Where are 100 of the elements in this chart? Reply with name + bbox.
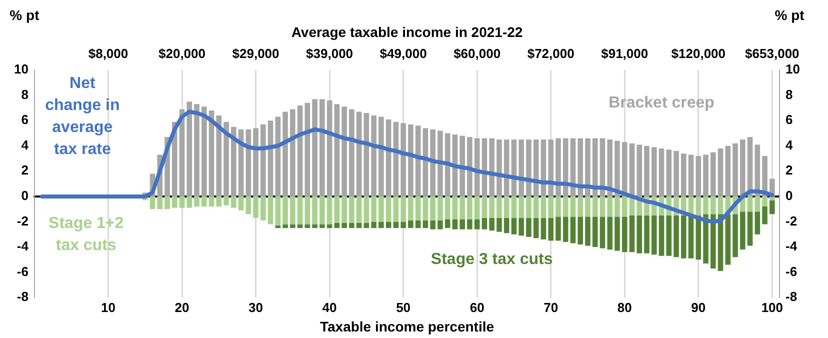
bar: [224, 196, 229, 206]
bar: [636, 144, 642, 196]
bar: [548, 140, 554, 196]
bar: [290, 196, 296, 224]
bar: [290, 224, 296, 228]
x-axis-title: Taxable income percentile: [320, 318, 494, 334]
bar: [194, 104, 200, 196]
x-tick-label: 20: [174, 300, 190, 315]
bar: [334, 104, 340, 196]
bar: [592, 196, 598, 217]
bar: [282, 196, 288, 224]
x-tick-label: 50: [396, 300, 411, 315]
series-label: Stage 3 tax cuts: [430, 251, 553, 268]
bar: [186, 102, 192, 196]
bar: [378, 222, 384, 228]
y2-tick-label: 0: [786, 188, 793, 204]
bar: [216, 196, 222, 207]
bar: [614, 216, 620, 251]
bar: [320, 224, 325, 228]
bar: [607, 140, 613, 196]
bar: [415, 196, 421, 220]
bar: [460, 219, 465, 230]
bar: [378, 116, 384, 196]
bar: [688, 215, 694, 258]
bar: [304, 102, 310, 196]
bar: [364, 112, 370, 196]
bar: [592, 216, 598, 248]
bar: [710, 196, 716, 214]
bar: [312, 99, 318, 196]
bar: [562, 138, 568, 196]
bar: [356, 223, 362, 228]
bar: [496, 140, 502, 196]
bar: [342, 106, 347, 196]
bar: [747, 212, 753, 246]
bar: [762, 196, 768, 207]
bar: [164, 196, 170, 210]
bar: [504, 196, 510, 218]
text: $39,000: [306, 46, 354, 61]
bar: [349, 109, 354, 196]
bar: [636, 215, 642, 254]
bar: [312, 224, 318, 228]
bar: [430, 220, 436, 230]
bar: [201, 106, 207, 196]
text: $91,000: [601, 46, 648, 61]
bar: [275, 226, 281, 228]
bar: [614, 140, 620, 196]
y2-tick-label: -8: [786, 289, 798, 304]
bar: [408, 220, 414, 228]
bar: [334, 196, 340, 223]
bar: [754, 212, 760, 234]
bar: [747, 196, 753, 212]
bar: [629, 215, 635, 252]
y-tick-label: 10: [14, 62, 28, 77]
bar: [334, 223, 340, 228]
text: $8,000: [88, 46, 128, 61]
y-tick-label: -8: [16, 289, 28, 304]
y2-axis-title: % pt: [774, 7, 805, 23]
y2-tick-label: 10: [786, 62, 800, 77]
bar: [342, 223, 347, 228]
bar: [585, 138, 590, 196]
bar: [356, 196, 362, 223]
bar: [489, 196, 494, 218]
bar: [556, 216, 561, 241]
bar: [696, 196, 702, 216]
y2-tick-label: 4: [786, 137, 794, 152]
bar: [651, 215, 657, 255]
x-tick-label: 70: [544, 300, 558, 315]
bar: [482, 218, 488, 230]
bar: [216, 116, 222, 196]
text: $20,000: [158, 46, 206, 61]
bar: [304, 196, 310, 224]
bar: [511, 196, 517, 218]
bar: [592, 138, 598, 196]
bar: [268, 196, 274, 224]
x-tick-label: 30: [248, 300, 264, 315]
bar: [556, 138, 561, 196]
y-tick-label: 6: [21, 112, 28, 128]
bar: [467, 137, 472, 196]
bar: [400, 196, 406, 222]
bar: [548, 196, 554, 218]
bar: [208, 196, 214, 207]
y-tick-label: -4: [16, 238, 30, 254]
bar: [260, 196, 266, 220]
bar: [696, 215, 702, 260]
bar: [326, 196, 332, 224]
y-tick-label: 4: [21, 137, 30, 152]
bar: [474, 219, 480, 230]
bar: [725, 214, 731, 265]
bar: [607, 196, 613, 217]
bar: [179, 196, 185, 208]
text: Net change in average tax rate: [45, 75, 120, 158]
bar: [282, 112, 288, 196]
y2-tick-label: -4: [786, 238, 798, 254]
bar: [762, 206, 768, 224]
bar: [518, 140, 524, 196]
bar: [740, 140, 746, 196]
text: $72,000: [527, 46, 574, 61]
x-tick-label: 90: [691, 300, 706, 315]
bar: [430, 196, 436, 220]
bar: [533, 218, 539, 238]
